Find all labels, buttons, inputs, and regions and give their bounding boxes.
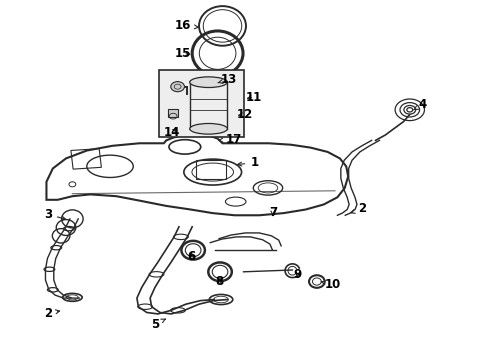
Text: 9: 9 — [293, 268, 301, 281]
Text: 4: 4 — [413, 98, 426, 111]
Ellipse shape — [189, 77, 227, 87]
Text: 11: 11 — [245, 91, 262, 104]
Text: 16: 16 — [175, 19, 198, 32]
Text: 10: 10 — [321, 278, 340, 291]
Text: 7: 7 — [268, 206, 276, 219]
Bar — [71, 149, 101, 169]
Text: 17: 17 — [219, 133, 242, 146]
Text: 1: 1 — [237, 156, 258, 169]
Bar — [159, 70, 244, 137]
Text: 15: 15 — [175, 47, 191, 60]
Bar — [195, 160, 225, 179]
Text: 2: 2 — [350, 202, 365, 215]
Text: 2: 2 — [44, 307, 60, 320]
Bar — [167, 109, 178, 117]
Text: 8: 8 — [215, 275, 223, 288]
Text: 3: 3 — [44, 208, 65, 221]
Text: 14: 14 — [163, 126, 180, 139]
Text: 5: 5 — [151, 318, 165, 330]
Text: 6: 6 — [187, 250, 195, 263]
Text: 12: 12 — [236, 108, 252, 121]
Circle shape — [170, 82, 184, 92]
Text: 13: 13 — [218, 73, 237, 86]
Ellipse shape — [189, 123, 227, 134]
